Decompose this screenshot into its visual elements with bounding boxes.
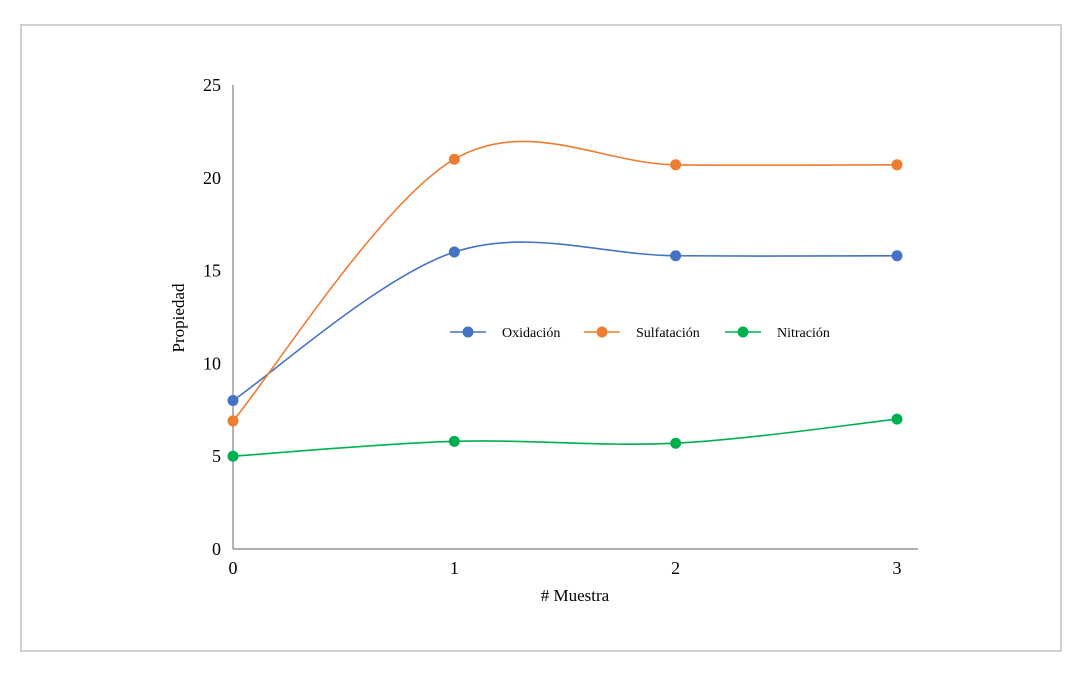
series-3 [227,413,903,462]
y-tick-label: 5 [212,446,221,466]
y-tick-label: 15 [203,261,221,281]
data-point [670,159,682,171]
y-axis-title: Propiedad [169,283,188,352]
series-line [232,418,898,457]
legend-label: Sulfatación [636,326,700,341]
legend-item: Sulfatación [584,326,700,341]
y-tick-label: 10 [203,353,221,373]
series-line [232,241,898,402]
tick-labels: 0 5 10 15 20 25 0 1 2 3 [203,75,902,578]
data-point [448,246,460,258]
series-line [232,140,898,422]
data-point [227,450,239,462]
y-tick-label: 0 [212,539,221,559]
data-point [227,395,239,407]
legend-marker [737,326,749,338]
axes [232,85,918,550]
legend-marker [462,326,474,338]
y-tick-label: 25 [203,75,221,95]
data-point [891,159,903,171]
data-point [448,153,460,165]
x-tick-label: 0 [229,558,238,578]
data-point [670,250,682,262]
series-2 [227,140,903,427]
series-1 [227,241,903,407]
legend-marker [596,326,608,338]
x-tick-label: 2 [671,558,680,578]
legend-item: Nitración [725,326,830,341]
x-tick-label: 1 [450,558,459,578]
legend-label: Oxidación [502,326,560,341]
y-tick-label: 20 [203,168,221,188]
x-tick-label: 3 [893,558,902,578]
data-point [448,435,460,447]
x-axis-title: # Muestra [541,586,610,605]
legend-item: Oxidación [450,326,560,341]
chart-frame [20,24,1062,652]
data-point [891,250,903,262]
data-point [227,415,239,427]
legend: Oxidación Sulfatación Nitración [450,326,830,341]
legend-label: Nitración [777,326,830,341]
series-group [227,140,903,462]
data-point [670,437,682,449]
data-point [891,413,903,425]
